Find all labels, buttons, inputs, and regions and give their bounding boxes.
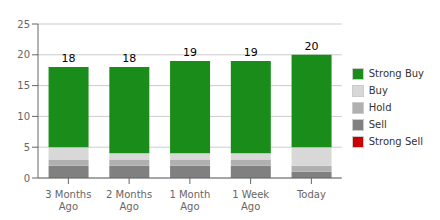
svg-text:20: 20 (305, 40, 319, 53)
html-text:Hold: Hold (368, 102, 392, 113)
svg-text:15: 15 (17, 80, 30, 91)
svg-text:0: 0 (24, 173, 30, 184)
svg-text:19: 19 (244, 46, 258, 59)
svg-text:2 MonthsAgo: 2 MonthsAgo (106, 189, 152, 212)
svg-text:10: 10 (17, 111, 30, 122)
html-text:Strong Sell: Strong Sell (368, 136, 423, 147)
svg-text:20: 20 (17, 49, 30, 60)
html-text:Buy: Buy (368, 85, 388, 96)
svg-text:18: 18 (122, 52, 136, 65)
html-text:Sell: Sell (368, 119, 387, 130)
svg-text:18: 18 (62, 52, 76, 65)
svg-text:1 MonthAgo: 1 MonthAgo (169, 189, 210, 212)
svg-text:25: 25 (17, 19, 30, 30)
html-text:Strong Buy: Strong Buy (368, 68, 424, 79)
svg-text:1 WeekAgo: 1 WeekAgo (232, 189, 269, 212)
svg-text:19: 19 (183, 46, 197, 59)
svg-text:Today: Today (296, 189, 326, 200)
svg-text:5: 5 (24, 142, 30, 153)
svg-text:3 MonthsAgo: 3 MonthsAgo (45, 189, 91, 212)
